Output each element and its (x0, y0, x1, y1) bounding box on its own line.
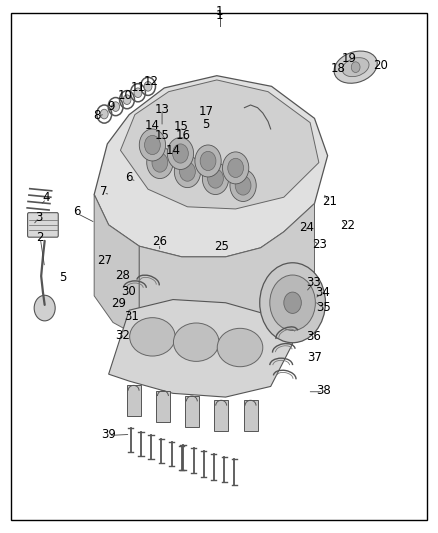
Text: 31: 31 (124, 310, 139, 322)
Circle shape (195, 145, 221, 177)
Text: 29: 29 (111, 297, 126, 310)
Text: 2: 2 (36, 231, 44, 244)
Text: 34: 34 (315, 286, 330, 298)
Ellipse shape (217, 328, 263, 367)
Circle shape (230, 169, 256, 201)
Text: 28: 28 (115, 269, 130, 282)
Polygon shape (94, 195, 139, 337)
Circle shape (235, 176, 251, 195)
Text: 33: 33 (306, 276, 321, 289)
Polygon shape (139, 204, 314, 340)
Text: 37: 37 (307, 351, 322, 364)
Circle shape (223, 152, 249, 184)
Circle shape (284, 292, 301, 313)
Text: 6: 6 (73, 205, 81, 218)
Text: 5: 5 (59, 271, 66, 284)
Circle shape (173, 144, 188, 163)
Text: 19: 19 (342, 52, 357, 65)
Text: 3: 3 (35, 211, 42, 224)
Text: 7: 7 (99, 185, 107, 198)
Text: 23: 23 (312, 238, 327, 251)
Text: 16: 16 (176, 130, 191, 142)
Bar (185, 396, 199, 427)
Text: 12: 12 (144, 75, 159, 87)
Text: 11: 11 (131, 81, 146, 94)
Ellipse shape (130, 318, 175, 356)
Text: 26: 26 (152, 236, 167, 248)
Circle shape (147, 147, 173, 179)
Circle shape (228, 158, 244, 177)
Text: 1: 1 (216, 9, 224, 21)
Text: 24: 24 (299, 221, 314, 233)
Text: 5: 5 (202, 118, 209, 131)
Circle shape (100, 109, 108, 119)
Circle shape (134, 88, 142, 98)
Ellipse shape (173, 323, 219, 361)
Circle shape (174, 156, 201, 188)
Text: 25: 25 (214, 240, 229, 253)
Text: 6: 6 (125, 171, 133, 184)
Ellipse shape (334, 51, 377, 83)
Text: 15: 15 (173, 120, 188, 133)
Polygon shape (94, 76, 328, 257)
Text: 18: 18 (331, 62, 346, 75)
Text: 4: 4 (42, 191, 50, 204)
Polygon shape (120, 80, 319, 209)
Text: 20: 20 (374, 59, 389, 71)
Text: 17: 17 (198, 106, 213, 118)
Text: 1: 1 (216, 5, 224, 18)
Text: 9: 9 (107, 100, 115, 113)
FancyBboxPatch shape (28, 213, 58, 237)
Circle shape (152, 153, 168, 172)
Text: 35: 35 (316, 301, 331, 313)
Circle shape (351, 62, 360, 72)
Text: 14: 14 (166, 144, 180, 157)
Text: 32: 32 (115, 329, 130, 342)
Circle shape (167, 138, 194, 169)
Circle shape (34, 295, 55, 321)
Text: 21: 21 (322, 195, 337, 208)
Bar (156, 391, 170, 422)
Circle shape (260, 263, 325, 343)
Circle shape (202, 163, 229, 195)
Text: 14: 14 (145, 119, 160, 132)
Circle shape (208, 169, 223, 188)
Text: 13: 13 (155, 103, 170, 116)
Text: 8: 8 (94, 109, 101, 122)
Circle shape (270, 275, 315, 330)
Circle shape (139, 129, 166, 161)
Circle shape (112, 102, 120, 111)
Polygon shape (109, 300, 293, 397)
Circle shape (180, 162, 195, 181)
Bar (127, 385, 141, 416)
Circle shape (123, 95, 131, 104)
Bar (244, 400, 258, 431)
Text: 10: 10 (117, 90, 132, 102)
Circle shape (145, 135, 160, 155)
Text: 22: 22 (340, 220, 355, 232)
Text: 39: 39 (101, 428, 116, 441)
Bar (214, 400, 228, 431)
Text: 30: 30 (121, 285, 136, 298)
Circle shape (200, 151, 216, 171)
Text: 38: 38 (316, 384, 331, 397)
Text: 36: 36 (306, 330, 321, 343)
Text: 15: 15 (155, 130, 170, 142)
Text: 27: 27 (97, 254, 112, 266)
Circle shape (144, 82, 152, 91)
Ellipse shape (342, 58, 369, 77)
